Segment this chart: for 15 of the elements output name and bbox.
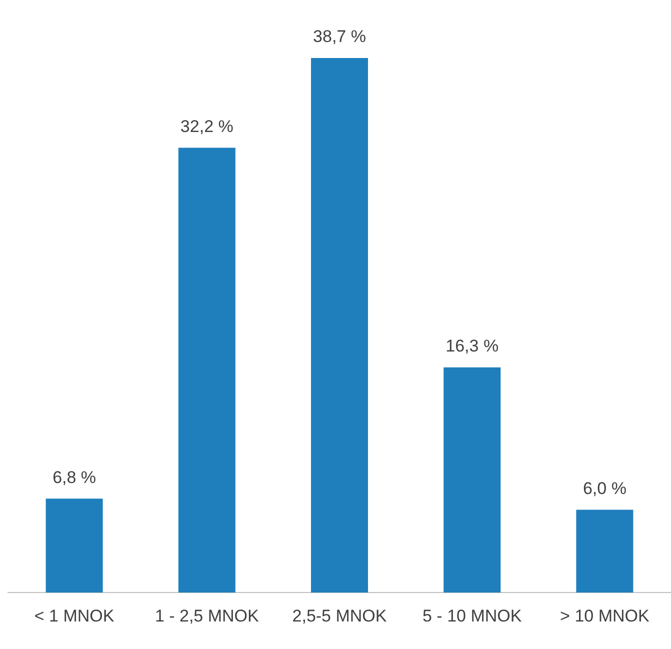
x-tick-label: 5 - 10 MNOK bbox=[422, 606, 522, 626]
bar bbox=[444, 367, 501, 593]
bar bbox=[46, 498, 103, 593]
data-label: 32,2 % bbox=[180, 116, 234, 136]
data-label: 6,8 % bbox=[52, 468, 96, 487]
x-tick-label: 2,5-5 MNOK bbox=[292, 606, 388, 626]
bar bbox=[576, 510, 634, 593]
x-tick-label: > 10 MNOK bbox=[560, 606, 650, 626]
data-label: 38,7 % bbox=[313, 27, 366, 46]
bar bbox=[178, 148, 236, 593]
data-label: 16,3 % bbox=[446, 336, 499, 356]
x-tick-label: 1 - 2,5 MNOK bbox=[154, 606, 260, 626]
x-tick-label: < 1 MNOK bbox=[34, 606, 115, 626]
data-label: 6,0 % bbox=[582, 478, 626, 498]
bar bbox=[310, 58, 368, 593]
